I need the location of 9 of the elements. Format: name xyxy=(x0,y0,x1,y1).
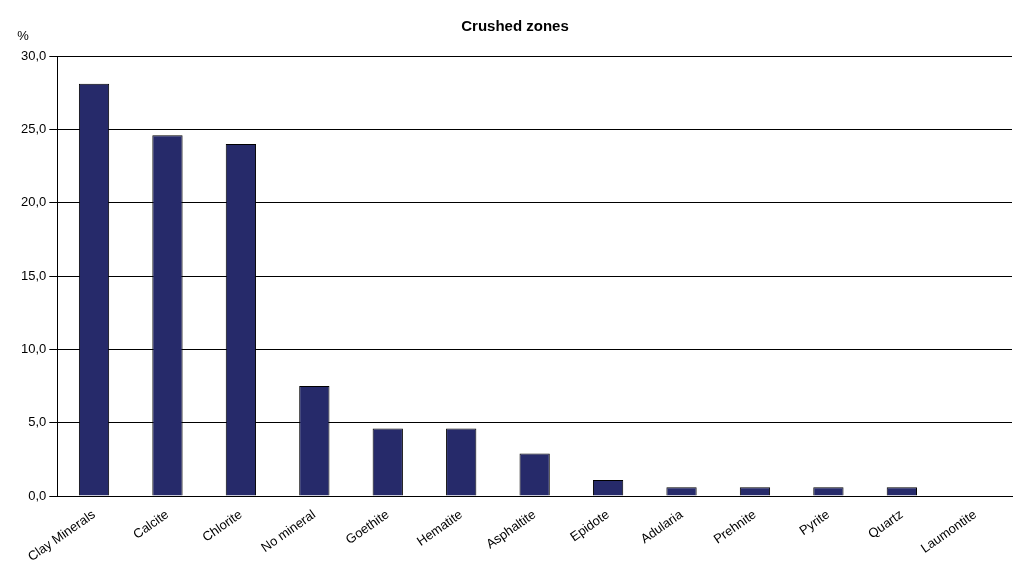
y-tick-label: 10,0 xyxy=(20,340,47,356)
y-tick-label: 5,0 xyxy=(28,414,47,430)
chart-title: Crushed zones xyxy=(461,17,569,35)
y-tick-label: 15,0 xyxy=(20,267,47,283)
y-tick-label: 25,0 xyxy=(20,120,47,136)
y-tick-label: 0,0 xyxy=(28,487,47,503)
y-tick-label: 20,0 xyxy=(20,194,47,210)
y-axis-title: % xyxy=(17,28,30,43)
y-tick-label: 30,0 xyxy=(20,47,47,63)
